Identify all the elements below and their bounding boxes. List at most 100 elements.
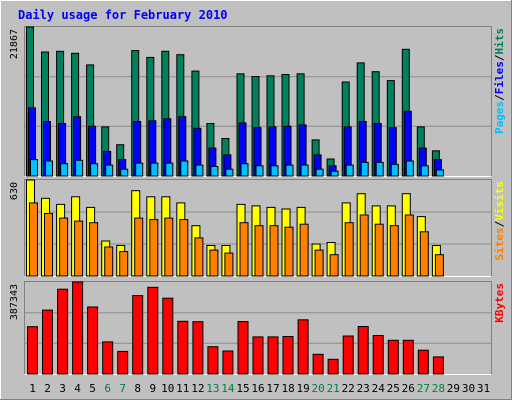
bar-kbytes-day-13 xyxy=(207,346,219,375)
bar-sites-day-28 xyxy=(434,254,444,277)
bar-pages-day-4 xyxy=(75,159,84,177)
bar-pages-day-20 xyxy=(315,168,324,177)
legend-separator: / xyxy=(493,220,506,227)
x-tick-label-day-17: 17 xyxy=(266,382,279,395)
bar-kbytes-day-11 xyxy=(177,320,189,375)
bar-sites-day-14 xyxy=(224,252,234,277)
bar-sites-day-27 xyxy=(419,231,429,277)
x-tick-label-day-14: 14 xyxy=(221,382,235,395)
bar-pages-day-9 xyxy=(150,162,159,177)
bar-kbytes-day-4 xyxy=(72,281,84,375)
bar-pages-day-15 xyxy=(240,163,249,177)
bar-kbytes-day-12 xyxy=(192,321,204,375)
bar-kbytes-day-18 xyxy=(282,336,294,375)
bar-kbytes-day-9 xyxy=(147,286,159,375)
bar-sites-day-12 xyxy=(194,237,204,277)
legend-sites: Sites xyxy=(493,227,506,260)
bar-kbytes-day-27 xyxy=(417,349,429,375)
bar-kbytes-day-3 xyxy=(57,288,69,375)
chart-panels: 21867Pages/Files/Hits630Sites/Visits3873… xyxy=(9,26,506,375)
bar-kbytes-day-22 xyxy=(342,335,354,375)
bar-sites-day-3 xyxy=(59,217,69,277)
x-tick-label-day-7: 7 xyxy=(119,382,126,395)
legend: KBytes xyxy=(493,283,506,323)
x-tick-label-day-10: 10 xyxy=(161,382,174,395)
bar-pages-day-24 xyxy=(375,161,384,177)
bar-pages-day-3 xyxy=(60,163,69,177)
bar-sites-day-21 xyxy=(329,254,339,277)
legend-separator: / xyxy=(493,94,506,101)
bar-pages-day-17 xyxy=(270,165,279,177)
bar-pages-day-2 xyxy=(45,160,53,177)
x-tick-label-day-6: 6 xyxy=(104,382,111,395)
bar-sites-day-19 xyxy=(299,223,309,277)
bar-pages-day-5 xyxy=(90,163,99,177)
x-tick-label-day-29: 29 xyxy=(447,382,460,395)
bar-kbytes-day-7 xyxy=(117,350,129,375)
bar-pages-day-16 xyxy=(255,165,264,177)
bar-pages-day-7 xyxy=(120,168,129,177)
bar-kbytes-day-5 xyxy=(87,306,99,375)
x-tick-label-day-2: 2 xyxy=(44,382,51,395)
legend-pages: Pages xyxy=(493,101,506,134)
bar-sites-day-13 xyxy=(209,249,219,277)
bar-sites-day-18 xyxy=(284,226,294,277)
panel-visits-sites: 630 Sites/Visits xyxy=(9,179,506,277)
legend-files: Files xyxy=(493,61,506,94)
bar-pages-day-21 xyxy=(330,170,339,177)
bar-sites-day-17 xyxy=(269,225,279,277)
bar-sites-day-25 xyxy=(389,225,399,277)
bar-pages-day-13 xyxy=(210,166,219,177)
bar-pages-day-23 xyxy=(360,161,369,177)
bar-pages-day-8 xyxy=(135,162,144,177)
bar-sites-day-11 xyxy=(179,219,189,277)
bar-pages-day-10 xyxy=(165,162,174,177)
x-tick-label-day-8: 8 xyxy=(134,382,141,395)
bar-pages-day-12 xyxy=(195,164,204,177)
bar-sites-day-16 xyxy=(254,225,264,277)
x-tick-label-day-9: 9 xyxy=(149,382,156,395)
x-tick-label-day-23: 23 xyxy=(357,382,370,395)
bar-kbytes-day-15 xyxy=(237,321,249,375)
bar-pages-day-14 xyxy=(225,168,234,177)
bar-pages-day-27 xyxy=(420,165,429,177)
bar-kbytes-day-23 xyxy=(357,326,369,375)
legend-separator: / xyxy=(493,54,506,61)
bar-sites-day-1 xyxy=(29,202,38,277)
bar-sites-day-26 xyxy=(404,214,414,277)
bar-kbytes-day-17 xyxy=(267,336,279,375)
x-tick-label-day-22: 22 xyxy=(342,382,355,395)
legend: Pages/Files/Hits xyxy=(493,28,506,134)
y-axis-max-label: 21867 xyxy=(9,29,20,59)
x-tick-label-day-27: 27 xyxy=(417,382,430,395)
chart-title: Daily usage for February 2010 xyxy=(18,8,228,22)
x-tick-label-day-16: 16 xyxy=(251,382,264,395)
bar-kbytes-day-10 xyxy=(162,297,174,375)
bar-kbytes-day-2 xyxy=(42,309,53,375)
bar-kbytes-day-16 xyxy=(252,336,264,375)
bar-kbytes-day-8 xyxy=(132,295,144,375)
x-tick-label-day-5: 5 xyxy=(89,382,96,395)
bar-pages-day-26 xyxy=(405,160,414,177)
x-tick-label-day-24: 24 xyxy=(372,382,386,395)
bar-kbytes-day-21 xyxy=(327,358,339,375)
bar-sites-day-10 xyxy=(164,217,174,277)
bar-kbytes-day-6 xyxy=(102,341,114,375)
legend-hits: Hits xyxy=(493,28,506,55)
bar-sites-day-2 xyxy=(44,213,53,277)
bar-sites-day-6 xyxy=(104,246,114,277)
x-tick-label-day-12: 12 xyxy=(191,382,204,395)
bar-kbytes-day-24 xyxy=(372,335,384,375)
y-axis-max-label: 387343 xyxy=(9,284,20,320)
bar-kbytes-day-19 xyxy=(297,319,309,375)
x-tick-label-day-4: 4 xyxy=(74,382,81,395)
panel-kbytes: 387343 KBytes xyxy=(9,281,506,375)
bar-sites-day-22 xyxy=(344,222,354,277)
x-tick-label-day-20: 20 xyxy=(311,382,324,395)
y-axis-max-label: 630 xyxy=(9,182,20,200)
bar-kbytes-day-28 xyxy=(432,356,444,375)
